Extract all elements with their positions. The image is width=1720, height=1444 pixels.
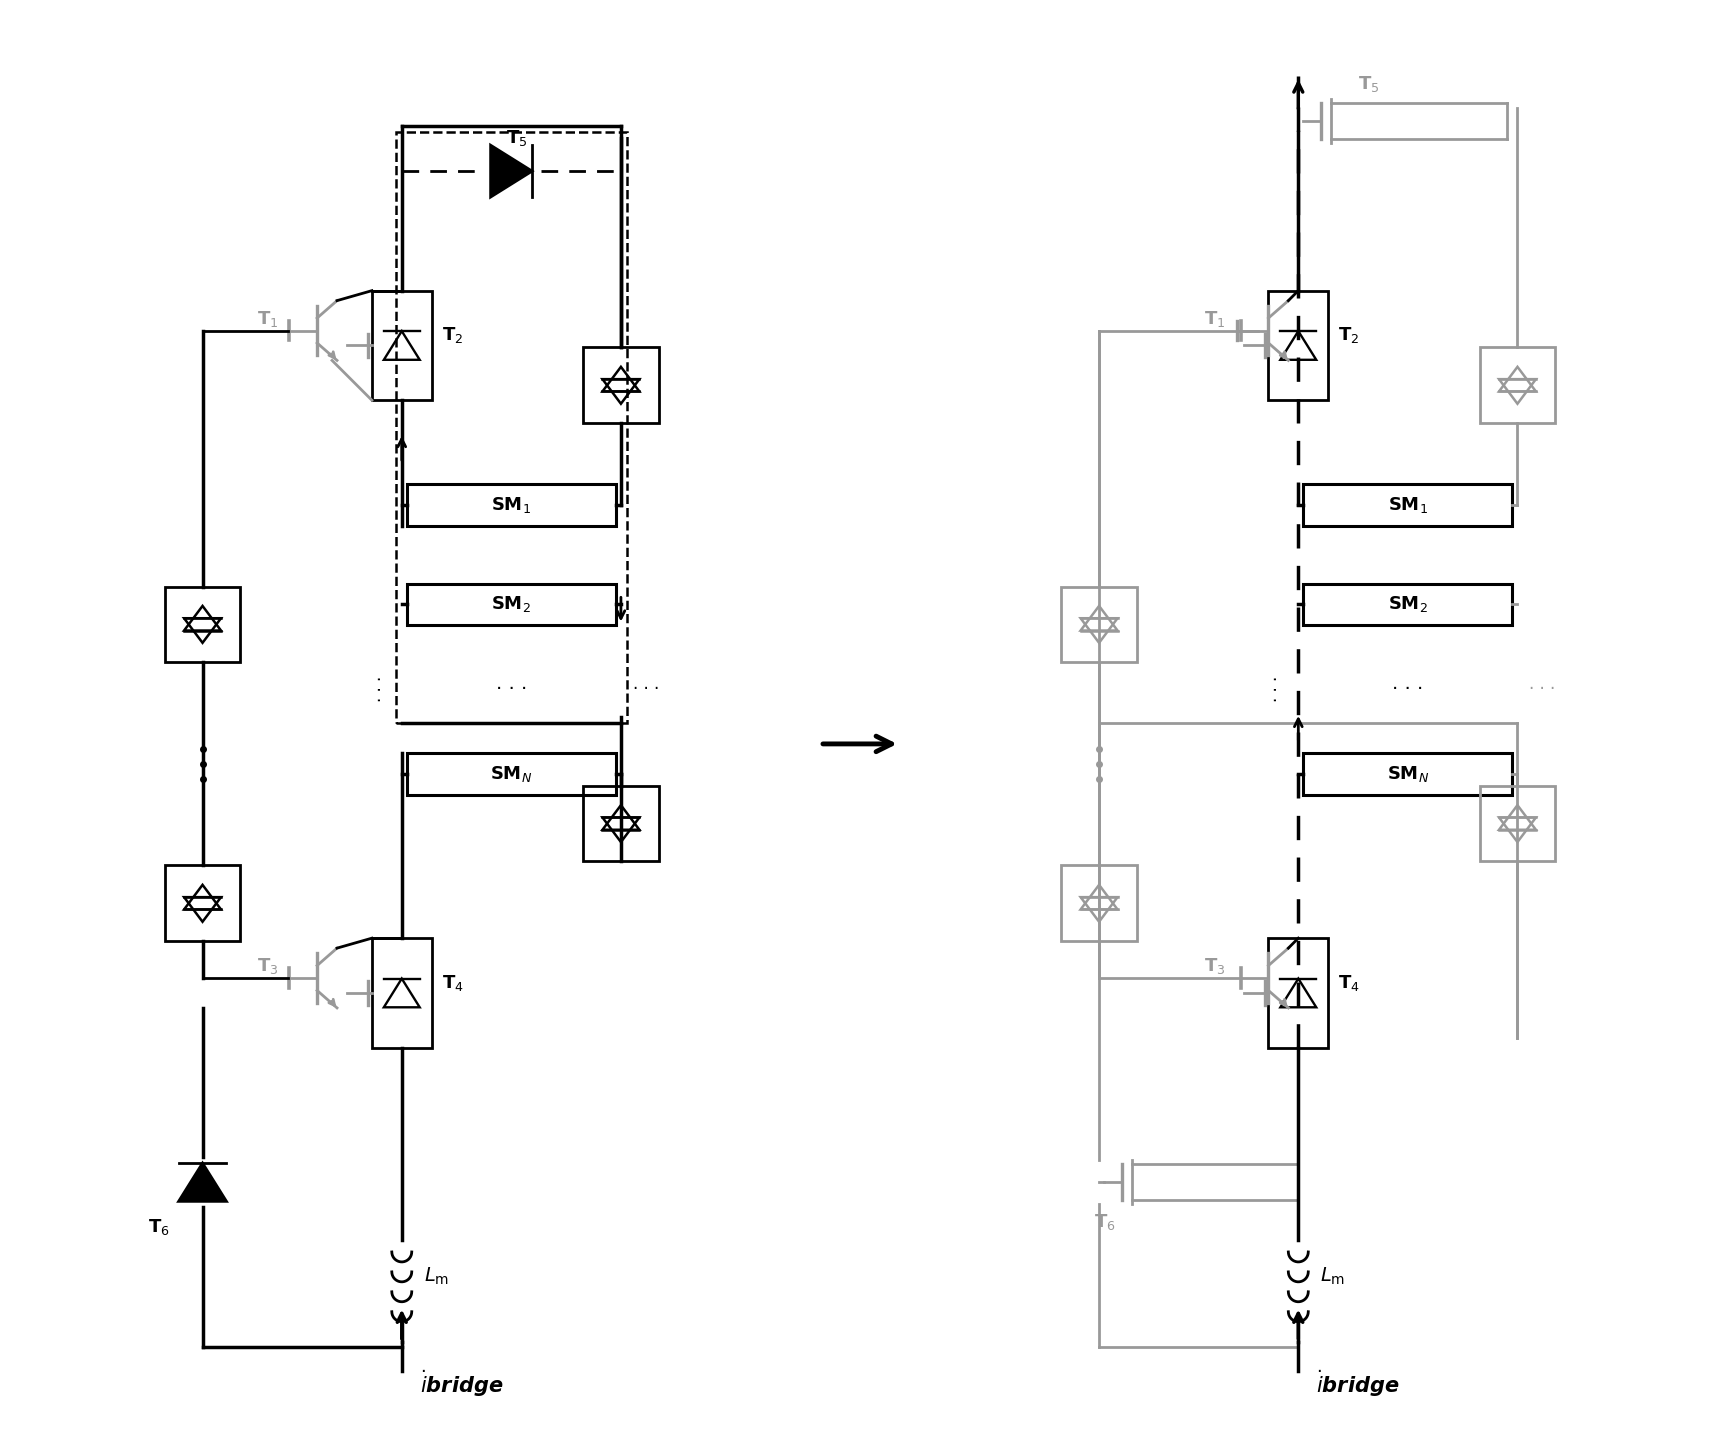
- Text: · · ·: · · ·: [1391, 680, 1424, 699]
- Text: T$_3$: T$_3$: [1204, 956, 1225, 976]
- Text: · · ·: · · ·: [372, 676, 390, 702]
- Bar: [1304, 752, 1512, 794]
- Text: · · ·: · · ·: [1268, 676, 1287, 702]
- Text: SM$_1$: SM$_1$: [1388, 495, 1428, 516]
- Text: SM$_N$: SM$_N$: [490, 764, 533, 784]
- Bar: [1304, 484, 1512, 526]
- Bar: [583, 348, 659, 423]
- Text: T$_2$: T$_2$: [1338, 325, 1359, 345]
- Bar: [165, 586, 241, 663]
- Bar: [1268, 290, 1328, 400]
- Text: SM$_1$: SM$_1$: [492, 495, 531, 516]
- Text: T$_3$: T$_3$: [258, 956, 279, 976]
- Text: T$_5$: T$_5$: [506, 129, 526, 149]
- Text: · · ·: · · ·: [495, 680, 526, 699]
- Bar: [372, 290, 432, 400]
- Text: SM$_2$: SM$_2$: [1388, 595, 1428, 615]
- Text: · · ·: · · ·: [633, 680, 659, 697]
- Text: T$_2$: T$_2$: [442, 325, 463, 345]
- Bar: [1268, 939, 1328, 1048]
- Text: T$_5$: T$_5$: [1359, 75, 1379, 94]
- Bar: [396, 133, 626, 723]
- Text: SM$_N$: SM$_N$: [1386, 764, 1429, 784]
- Text: T$_6$: T$_6$: [1094, 1212, 1116, 1232]
- Text: $\dot{i}$bridge: $\dot{i}$bridge: [1316, 1369, 1400, 1399]
- Text: SM$_2$: SM$_2$: [492, 595, 531, 615]
- Bar: [1061, 586, 1137, 663]
- Text: $L_\mathrm{m}$: $L_\mathrm{m}$: [423, 1266, 449, 1287]
- Bar: [583, 786, 659, 862]
- Text: T$_1$: T$_1$: [1204, 309, 1225, 329]
- Bar: [1304, 583, 1512, 625]
- Bar: [372, 939, 432, 1048]
- Bar: [165, 865, 241, 941]
- Bar: [406, 484, 616, 526]
- Bar: [1479, 786, 1555, 862]
- Text: T$_6$: T$_6$: [148, 1217, 169, 1238]
- Text: T$_4$: T$_4$: [442, 973, 463, 993]
- Text: T$_1$: T$_1$: [258, 309, 279, 329]
- Text: $\dot{i}$bridge: $\dot{i}$bridge: [420, 1369, 504, 1399]
- Polygon shape: [179, 1162, 227, 1201]
- Text: $L_\mathrm{m}$: $L_\mathrm{m}$: [1321, 1266, 1345, 1287]
- Bar: [1061, 865, 1137, 941]
- Text: · · ·: · · ·: [1529, 680, 1555, 697]
- Polygon shape: [490, 146, 531, 196]
- Bar: [1479, 348, 1555, 423]
- Bar: [406, 583, 616, 625]
- Bar: [406, 752, 616, 794]
- Text: T$_4$: T$_4$: [1338, 973, 1361, 993]
